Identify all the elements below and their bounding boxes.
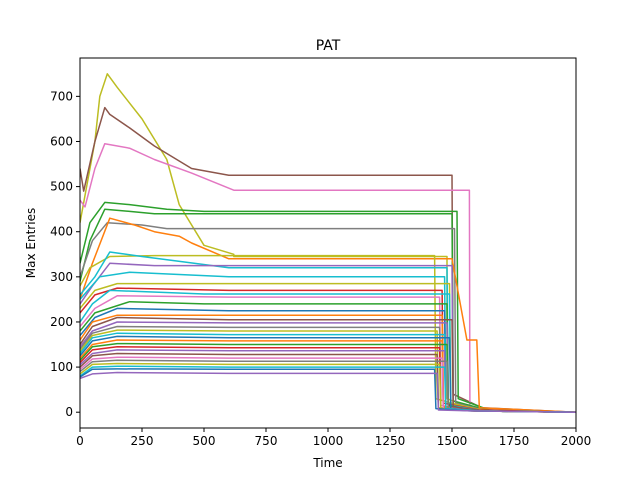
x-tick-label: 1000 bbox=[313, 434, 344, 448]
x-tick-label: 2000 bbox=[561, 434, 592, 448]
y-tick-label: 200 bbox=[50, 315, 73, 329]
y-tick-label: 0 bbox=[65, 405, 73, 419]
x-tick-label: 0 bbox=[76, 434, 84, 448]
x-tick-label: 1750 bbox=[499, 434, 530, 448]
x-tick-label: 250 bbox=[131, 434, 154, 448]
y-tick-label: 600 bbox=[50, 134, 73, 148]
y-axis-label: Max Entries bbox=[24, 208, 38, 278]
plot-area bbox=[80, 73, 576, 413]
series-line-34 bbox=[80, 371, 576, 413]
x-tick-label: 500 bbox=[193, 434, 216, 448]
y-axis: 0 100 200 300 400 500 600 700 bbox=[50, 89, 80, 419]
series-line-3 bbox=[80, 201, 576, 413]
y-tick-label: 300 bbox=[50, 270, 73, 284]
y-tick-label: 700 bbox=[50, 89, 73, 103]
series-line-6 bbox=[80, 217, 576, 413]
x-tick-label: 1500 bbox=[437, 434, 468, 448]
y-tick-label: 100 bbox=[50, 360, 73, 374]
series-line-4 bbox=[80, 208, 576, 413]
x-tick-label: 1250 bbox=[375, 434, 406, 448]
x-axis: 0 250 500 750 1000 1250 1500 1750 2000 bbox=[76, 428, 591, 448]
y-tick-label: 400 bbox=[50, 225, 73, 239]
x-axis-label: Time bbox=[312, 456, 342, 470]
x-tick-label: 750 bbox=[255, 434, 278, 448]
series-layer bbox=[80, 73, 576, 413]
chart-title: PAT bbox=[316, 38, 341, 54]
y-tick-label: 500 bbox=[50, 180, 73, 194]
